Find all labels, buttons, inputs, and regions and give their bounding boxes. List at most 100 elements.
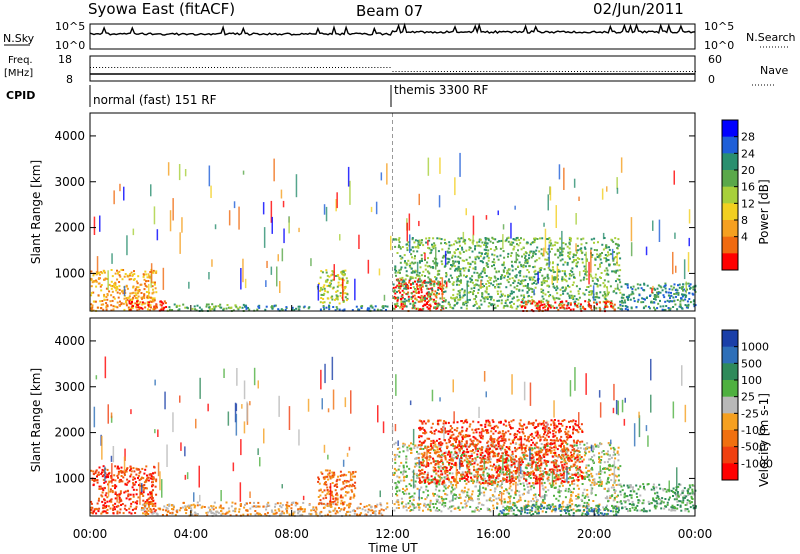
heatmap-cell xyxy=(272,512,275,515)
heatmap-cell xyxy=(108,480,111,483)
heatmap-cell xyxy=(590,256,593,258)
heatmap-cell xyxy=(570,294,573,297)
heatmap-cell xyxy=(353,494,356,497)
heatmap-streak xyxy=(271,216,273,234)
heatmap-cell xyxy=(461,246,463,249)
heatmap-cell xyxy=(410,298,413,300)
heatmap-cell xyxy=(488,302,491,304)
heatmap-cell xyxy=(493,258,495,261)
heatmap-cell xyxy=(493,490,496,493)
heatmap-cell xyxy=(364,509,367,512)
heatmap-cell xyxy=(421,295,424,298)
heatmap-cell xyxy=(145,511,148,514)
freq-point xyxy=(443,71,445,72)
heatmap-cell xyxy=(332,502,335,505)
heatmap-cell xyxy=(463,486,466,489)
freq-point xyxy=(189,67,191,68)
heatmap-cell xyxy=(507,255,509,258)
nave-tick-top: 60 xyxy=(708,53,722,66)
heatmap-cell xyxy=(546,479,549,482)
heatmap-streak xyxy=(99,215,101,232)
heatmap-cell xyxy=(511,269,514,272)
heatmap-cell xyxy=(519,274,522,277)
heatmap-cell xyxy=(491,442,494,445)
heatmap-cell xyxy=(207,303,210,306)
heatmap-cell xyxy=(229,307,232,310)
heatmap-cell xyxy=(571,491,574,494)
heatmap-cell xyxy=(517,509,520,512)
heatmap-cell xyxy=(574,302,576,305)
heatmap-cell xyxy=(131,508,134,511)
heatmap-cell xyxy=(468,496,470,499)
heatmap-cell xyxy=(236,307,239,310)
heatmap-cell xyxy=(143,293,146,296)
heatmap-cell xyxy=(284,309,287,311)
heatmap-cell xyxy=(107,505,110,508)
heatmap-cell xyxy=(330,491,333,494)
heatmap-cell xyxy=(429,281,432,284)
heatmap-cell xyxy=(528,276,531,279)
heatmap-cell xyxy=(128,274,131,277)
heatmap-cell xyxy=(133,294,136,297)
heatmap-cell xyxy=(451,256,454,259)
heatmap-cell xyxy=(408,281,411,284)
heatmap-cell xyxy=(483,268,486,271)
heatmap-cell xyxy=(605,452,608,455)
heatmap-cell xyxy=(507,275,510,278)
heatmap-cell xyxy=(433,244,436,247)
heatmap-cell xyxy=(599,301,601,304)
heatmap-cell xyxy=(150,509,153,512)
heatmap-cell xyxy=(359,513,361,516)
heatmap-cell xyxy=(297,508,300,511)
heatmap-cell xyxy=(374,305,377,308)
heatmap-cell xyxy=(212,305,215,308)
heatmap-cell xyxy=(569,308,572,311)
heatmap-cell xyxy=(614,466,617,469)
heatmap-cell xyxy=(527,489,530,492)
heatmap-cell xyxy=(542,500,545,503)
heatmap-cell xyxy=(626,283,629,286)
heatmap-cell xyxy=(297,305,300,308)
heatmap-cell xyxy=(415,273,418,276)
heatmap-cell xyxy=(597,481,600,483)
heatmap-cell xyxy=(591,254,594,256)
heatmap-cell xyxy=(152,489,154,492)
heatmap-cell xyxy=(90,508,93,511)
heatmap-cell xyxy=(561,306,564,309)
nsearch-tick-top: 10^5 xyxy=(704,20,734,33)
heatmap-cell xyxy=(160,304,163,307)
heatmap-cell xyxy=(469,277,472,280)
heatmap-cell xyxy=(431,280,434,283)
heatmap-cell xyxy=(133,270,135,273)
heatmap-cell xyxy=(447,507,450,510)
heatmap-cell xyxy=(490,480,493,483)
heatmap-cell xyxy=(573,444,576,447)
heatmap-cell xyxy=(446,493,449,496)
heatmap-cell xyxy=(432,458,435,461)
heatmap-cell xyxy=(114,305,117,308)
heatmap-cell xyxy=(394,304,397,307)
heatmap-cell xyxy=(508,492,511,495)
heatmap-cell xyxy=(343,508,345,511)
heatmap-cell xyxy=(540,281,543,284)
heatmap-cell xyxy=(484,488,487,491)
heatmap-cell xyxy=(448,278,450,281)
heatmap-cell xyxy=(131,486,134,489)
heatmap-cell xyxy=(663,296,666,299)
heatmap-cell xyxy=(137,275,140,278)
heatmap-cell xyxy=(117,272,119,275)
heatmap-cell xyxy=(110,294,113,297)
heatmap-cell xyxy=(504,299,507,302)
heatmap-cell xyxy=(536,272,539,275)
heatmap-cell xyxy=(320,502,323,505)
heatmap-cell xyxy=(463,499,466,502)
heatmap-cell xyxy=(530,488,533,491)
heatmap-cell xyxy=(606,254,609,257)
heatmap-cell xyxy=(544,453,547,456)
heatmap-cell xyxy=(146,507,149,510)
freq-point xyxy=(534,71,536,72)
heatmap-cell xyxy=(469,461,472,464)
heatmap-cell xyxy=(454,255,457,258)
heatmap-cell xyxy=(594,298,597,301)
heatmap-cell xyxy=(254,510,257,512)
